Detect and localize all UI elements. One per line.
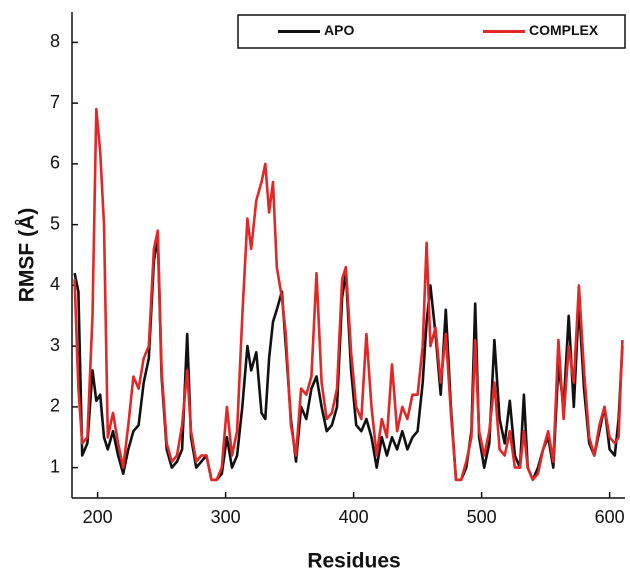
x-tick-label: 500 [467, 507, 497, 527]
y-tick-label: 8 [50, 31, 60, 51]
y-tick-label: 2 [50, 396, 60, 416]
data-line [73, 107, 624, 482]
y-tick-label: 1 [50, 456, 60, 476]
y-tick-label: 4 [50, 274, 60, 294]
x-tick-label: 600 [595, 507, 625, 527]
legend-label: APO [324, 22, 354, 38]
legend-label: COMPLEX [529, 22, 599, 38]
y-tick-label: 5 [50, 213, 60, 233]
x-tick-label: 200 [83, 507, 113, 527]
x-tick-label: 400 [339, 507, 369, 527]
x-tick-label: 300 [211, 507, 241, 527]
x-axis-label: Residues [307, 550, 400, 573]
y-tick-label: 7 [50, 92, 60, 112]
y-tick-label: 6 [50, 153, 60, 173]
y-tick-label: 3 [50, 335, 60, 355]
data-line [73, 235, 624, 482]
y-axis-label: RMSF (Å) [15, 208, 39, 302]
